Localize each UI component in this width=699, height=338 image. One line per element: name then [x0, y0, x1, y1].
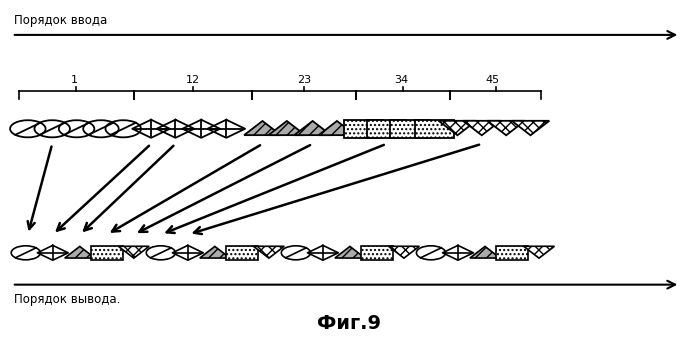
Polygon shape [268, 121, 305, 135]
Text: 23: 23 [297, 74, 311, 84]
Polygon shape [463, 121, 500, 135]
Text: Порядок ввода: Порядок ввода [14, 14, 107, 26]
Text: 1: 1 [71, 74, 78, 84]
Polygon shape [524, 246, 554, 258]
Polygon shape [294, 121, 331, 135]
Bar [366, 120, 406, 138]
Bar [496, 246, 528, 260]
Polygon shape [487, 121, 525, 135]
Polygon shape [200, 246, 230, 258]
Polygon shape [470, 246, 500, 258]
Polygon shape [254, 246, 284, 258]
Polygon shape [389, 246, 419, 258]
Bar [344, 120, 383, 138]
Polygon shape [65, 246, 95, 258]
Polygon shape [118, 246, 149, 258]
Bar [415, 120, 454, 138]
Bar [390, 120, 430, 138]
Text: 45: 45 [485, 74, 499, 84]
Polygon shape [319, 121, 355, 135]
Polygon shape [438, 121, 476, 135]
Bar [361, 246, 394, 260]
Text: 34: 34 [395, 74, 409, 84]
Polygon shape [335, 246, 365, 258]
Text: 12: 12 [186, 74, 200, 84]
Bar [91, 246, 123, 260]
Text: Фиг.9: Фиг.9 [317, 314, 382, 333]
Text: Порядок вывода.: Порядок вывода. [14, 293, 120, 306]
Polygon shape [244, 121, 281, 135]
Bar [226, 246, 258, 260]
Polygon shape [512, 121, 549, 135]
